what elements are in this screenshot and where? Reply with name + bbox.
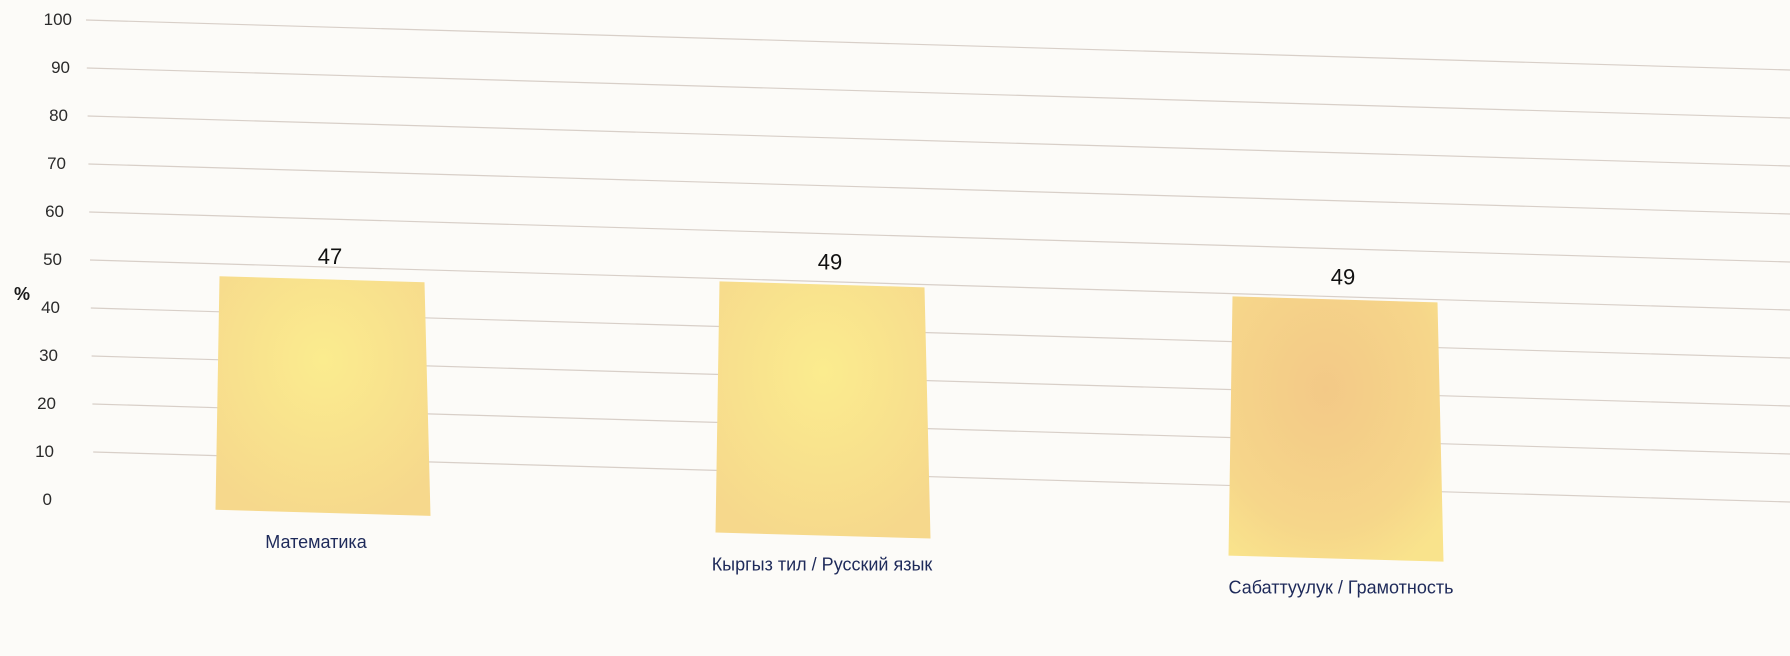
data-label-2: 49: [818, 249, 842, 274]
category-labels: Математика Кыргыз тил / Русский язык Сабат…: [265, 532, 1453, 598]
data-label-3: 49: [1331, 264, 1355, 289]
data-labels: 47 49 49: [318, 244, 1355, 289]
y-axis-label: %: [14, 284, 30, 304]
y-tick-label: 60: [45, 202, 64, 221]
category-label-2: Кыргыз тил / Русский язык: [712, 555, 933, 575]
y-tick-label: 80: [49, 106, 68, 125]
gridline-90: [86, 67, 1790, 119]
bar-3: [1228, 296, 1444, 562]
gridline-70: [88, 163, 1790, 215]
y-tick-label: 100: [44, 10, 72, 29]
y-tick-label: 30: [39, 346, 58, 365]
y-tick-label: 0: [43, 490, 52, 509]
bar-1: [215, 276, 431, 516]
y-tick-label: 20: [37, 394, 56, 413]
y-axis-ticks: 0 10 20 30 40 50 60 70 80 90 100: [35, 10, 72, 509]
y-tick-label: 70: [47, 154, 66, 173]
category-label-1: Математика: [265, 532, 367, 552]
bar-2: [715, 281, 931, 539]
y-tick-label: 10: [35, 442, 54, 461]
y-tick-label: 90: [51, 58, 70, 77]
y-tick-label: 50: [43, 250, 62, 269]
data-label-1: 47: [318, 244, 342, 269]
y-tick-label: 40: [41, 298, 60, 317]
gridline-60: [89, 211, 1790, 263]
gridline-100: [85, 19, 1790, 71]
bars: [215, 276, 1444, 562]
category-label-3: Сабаттуулук / Грамотность: [1229, 578, 1454, 598]
gridline-80: [87, 115, 1790, 167]
gridline-50: [89, 259, 1790, 311]
